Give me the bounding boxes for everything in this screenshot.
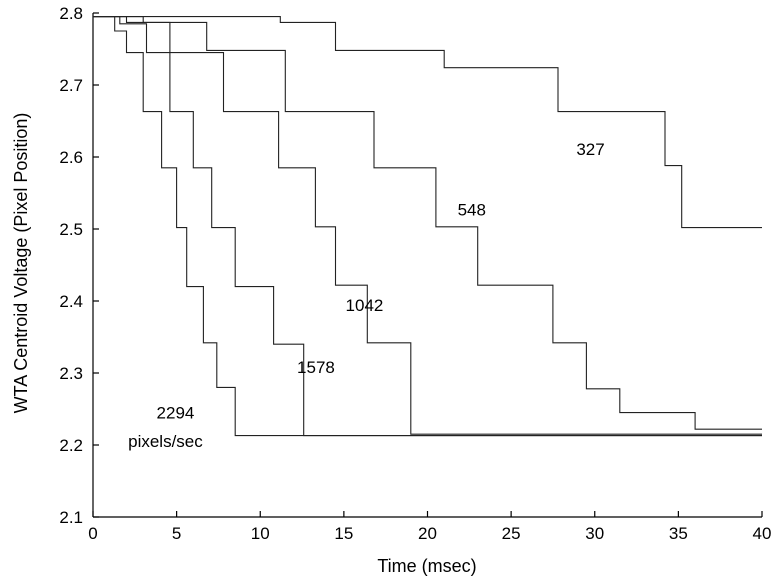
- x-tick-label: 20: [418, 524, 437, 543]
- y-axis-title: WTA Centroid Voltage (Pixel Position): [11, 113, 31, 414]
- x-tick-label: 35: [669, 524, 688, 543]
- x-tick-label: 25: [502, 524, 521, 543]
- series-annotation: 548: [458, 200, 486, 219]
- series-annotation: 1578: [297, 358, 335, 377]
- series-line: [93, 16, 762, 437]
- series-line: [93, 16, 762, 437]
- ticks: 0 5 10 15 20 25 30 35 40 2.1 2.2 2.3 2.4 2.5 2.6 2.7 2.8: [59, 4, 771, 543]
- series-annotation: pixels/sec: [128, 432, 203, 451]
- series-annotation: 327: [576, 140, 604, 159]
- x-tick-label: 15: [334, 524, 353, 543]
- x-tick-label: 0: [88, 524, 97, 543]
- y-tick-label: 2.8: [59, 4, 83, 23]
- y-tick-label: 2.4: [59, 292, 83, 311]
- y-tick-label: 2.3: [59, 364, 83, 383]
- x-axis-title: Time (msec): [377, 556, 476, 576]
- annotations: 327 548 1042 1578 2294 pixels/sec: [128, 140, 605, 451]
- series-annotation: 2294: [157, 403, 195, 422]
- y-tick-label: 2.2: [59, 436, 83, 455]
- y-tick-label: 2.5: [59, 220, 83, 239]
- y-tick-label: 2.1: [59, 508, 83, 527]
- series-line: [93, 16, 762, 229]
- x-tick-label: 40: [753, 524, 772, 543]
- series-group: [93, 16, 762, 437]
- x-tick-label: 30: [585, 524, 604, 543]
- y-tick-label: 2.7: [59, 76, 83, 95]
- series-annotation: 1042: [346, 296, 384, 315]
- series-line: [93, 16, 762, 435]
- series-line: [93, 16, 762, 430]
- x-tick-label: 10: [251, 524, 270, 543]
- x-tick-label: 5: [172, 524, 181, 543]
- y-tick-label: 2.6: [59, 148, 83, 167]
